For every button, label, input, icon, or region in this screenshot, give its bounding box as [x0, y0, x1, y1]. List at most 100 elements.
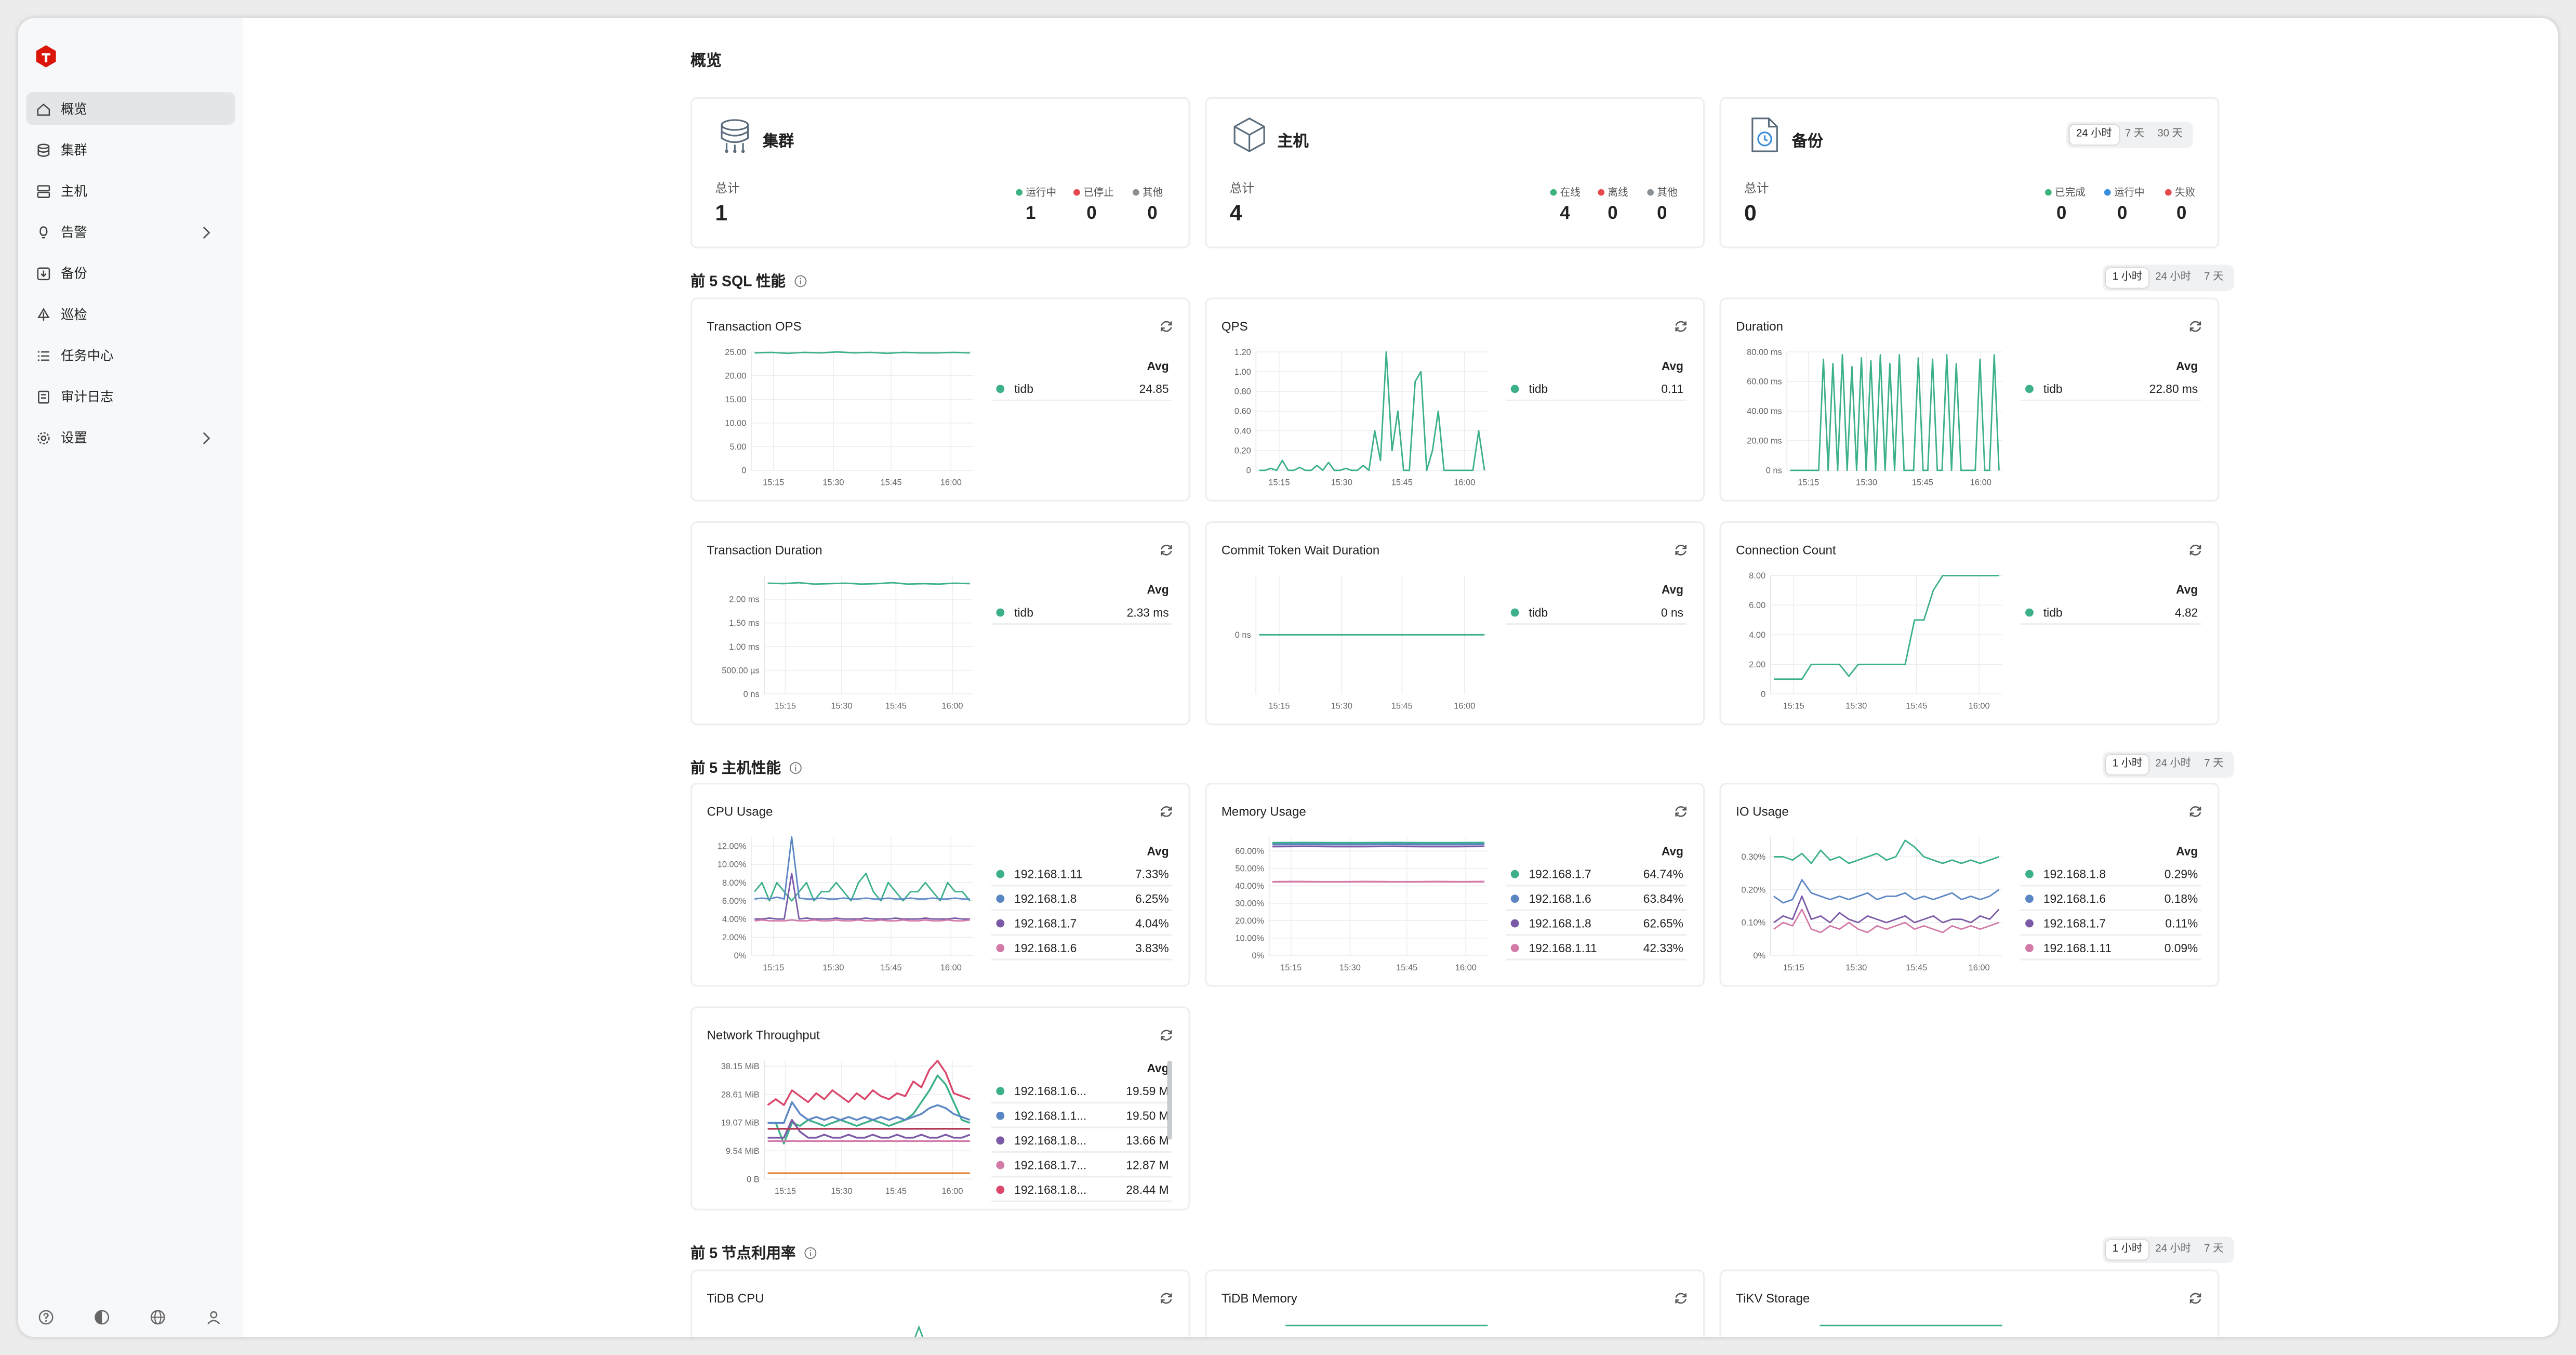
info-icon[interactable] [789, 760, 802, 773]
range-24h[interactable]: 24 小时 [2069, 125, 2118, 144]
refresh-icon[interactable] [1159, 319, 1174, 334]
x-tick-label: 15:30 [1331, 478, 1352, 487]
x-tick-label: 15:30 [1845, 963, 1867, 972]
x-tick-label: 15:15 [1783, 963, 1804, 972]
sidebar-item-8[interactable]: 设置 [26, 421, 235, 454]
refresh-icon[interactable] [1674, 319, 1688, 334]
chevron-right-icon[interactable] [199, 225, 214, 240]
x-tick-label: 15:30 [1339, 963, 1361, 972]
legend-scrollbar[interactable] [1167, 1061, 1172, 1140]
legend-avg-value: 19.59 M [1126, 1083, 1172, 1097]
y-tick-label: 10.00 [725, 418, 746, 428]
theme-icon[interactable] [94, 1304, 110, 1321]
legend-avg-value: 24.85 [1139, 380, 1172, 395]
sidebar-item-7[interactable]: 审计日志 [26, 380, 235, 413]
info-icon[interactable] [794, 274, 807, 287]
range-24h[interactable]: 24 小时 [2149, 755, 2198, 774]
x-tick-label: 15:30 [831, 702, 852, 711]
cluster-summary-card[interactable]: 集群 总计 1 运行中 已停止 其他 1 0 0 [691, 97, 1190, 248]
sidebar-item-5[interactable]: 巡检 [26, 298, 235, 331]
refresh-icon[interactable] [1674, 804, 1688, 819]
legend-series-name: 192.168.1.8 [2043, 866, 2165, 880]
legend-row[interactable]: 192.168.1.6...19.59 M [991, 1079, 1172, 1103]
range-1h[interactable]: 1 小时 [2106, 1240, 2149, 1260]
sidebar-item-3[interactable]: 告警 [26, 215, 235, 248]
legend-dot [2025, 894, 2034, 902]
sidebar-item-1[interactable]: 集群 [26, 133, 235, 166]
range-30d[interactable]: 30 天 [2151, 125, 2189, 144]
refresh-icon[interactable] [1674, 1291, 1688, 1306]
chart-title: QPS [1221, 319, 1248, 334]
y-tick-label: 2.00 [1749, 660, 1765, 669]
x-tick-label: 15:45 [1906, 702, 1927, 711]
x-tick-label: 15:45 [1391, 478, 1413, 487]
legend-row[interactable]: 192.168.1.8...13.66 M [991, 1128, 1172, 1153]
chevron-right-icon[interactable] [199, 431, 214, 445]
legend-dot [996, 1086, 1004, 1095]
legend-series-name: tidb [2043, 604, 2175, 619]
range-7d[interactable]: 7 天 [2118, 125, 2150, 144]
range-24h[interactable]: 24 小时 [2149, 268, 2198, 288]
refresh-icon[interactable] [1674, 543, 1688, 557]
range-7d[interactable]: 7 天 [2198, 755, 2230, 774]
refresh-icon[interactable] [1159, 543, 1174, 557]
refresh-icon[interactable] [2188, 543, 2202, 557]
tidb-logo-icon[interactable] [34, 44, 57, 67]
stat-running-value: 0 [2111, 204, 2134, 223]
legend-row[interactable]: 192.168.1.7...12.87 M [991, 1153, 1172, 1177]
host-summary-card[interactable]: 主机 总计 4 在线 离线 其他 4 0 0 [1205, 97, 1705, 248]
help-icon[interactable] [38, 1304, 55, 1321]
sidebar-item-4[interactable]: 备份 [26, 257, 235, 290]
globe-icon[interactable] [150, 1304, 166, 1321]
refresh-icon[interactable] [2188, 1291, 2202, 1306]
y-tick-label: 5.00 [729, 442, 746, 452]
refresh-icon[interactable] [1159, 1028, 1174, 1043]
range-7d[interactable]: 7 天 [2198, 1240, 2230, 1260]
refresh-icon[interactable] [1159, 1291, 1174, 1306]
sidebar-item-2[interactable]: 主机 [26, 174, 235, 207]
y-tick-label: 0% [1252, 951, 1264, 961]
refresh-icon[interactable] [2188, 319, 2202, 334]
range-1h[interactable]: 1 小时 [2106, 268, 2149, 288]
legend-row[interactable]: 192.168.1.8...28.44 M [991, 1177, 1172, 1202]
recycle-icon [36, 307, 51, 321]
sidebar-item-0[interactable]: 概览 [26, 92, 235, 125]
refresh-icon[interactable] [2188, 804, 2202, 819]
total-value: 0 [1744, 201, 1757, 225]
sidebar-item-label: 设置 [61, 428, 87, 446]
info-icon[interactable] [804, 1246, 817, 1259]
legend-row[interactable]: 192.168.1.1...19.50 M [991, 1103, 1172, 1128]
range-24h[interactable]: 24 小时 [2149, 1240, 2198, 1260]
backup-summary-card[interactable]: 备份 24 小时 7 天 30 天 总计 0 已完成 运行中 失败 0 0 0 [1720, 97, 2220, 248]
sidebar-item-label: 概览 [61, 99, 87, 117]
sidebar-item-6[interactable]: 任务中心 [26, 339, 235, 372]
range-7d[interactable]: 7 天 [2198, 268, 2230, 288]
range-1h[interactable]: 1 小时 [2106, 755, 2149, 774]
user-icon[interactable] [206, 1304, 222, 1321]
refresh-icon[interactable] [1159, 804, 1174, 819]
stat-other: 其他 [1133, 184, 1163, 199]
card-title: 集群 [763, 128, 794, 151]
legend-dot [996, 943, 1004, 952]
